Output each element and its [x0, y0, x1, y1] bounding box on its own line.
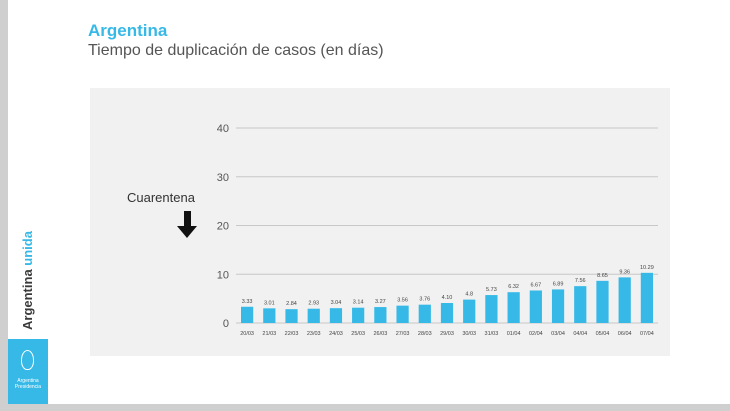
sidebar-brand-panel — [8, 212, 48, 339]
bar — [263, 308, 276, 323]
x-tick-label: 06/04 — [618, 331, 632, 337]
bar-value-label: 3.14 — [353, 300, 364, 306]
x-tick-label: 05/04 — [596, 331, 610, 337]
x-tick-label: 25/03 — [351, 331, 365, 337]
national-seal-icon — [21, 350, 34, 370]
bar — [440, 303, 454, 323]
presidency-logo-text: Argentina Presidencia — [8, 378, 48, 390]
slide-subtitle: Tiempo de duplicación de casos (en días) — [88, 42, 384, 59]
bar-value-label: 6.32 — [508, 284, 519, 290]
bar — [529, 290, 542, 323]
x-tick-label: 02/04 — [529, 331, 543, 337]
x-tick-label: 23/03 — [307, 331, 321, 337]
bar — [640, 272, 654, 323]
y-tick-label: 10 — [217, 269, 229, 281]
x-tick-label: 28/03 — [418, 331, 432, 337]
down-arrow-icon — [184, 211, 191, 227]
x-tick-label: 31/03 — [485, 331, 499, 337]
bar-value-label: 2.84 — [286, 301, 297, 307]
bar-value-label: 6.89 — [553, 281, 564, 287]
x-tick-label: 30/03 — [462, 331, 476, 337]
bar-value-label: 3.04 — [331, 300, 342, 306]
x-tick-label: 22/03 — [285, 331, 299, 337]
logo-line-1: Argentina — [17, 378, 39, 384]
bar — [329, 308, 343, 323]
bar — [396, 305, 409, 323]
y-tick-label: 30 — [217, 172, 229, 184]
bar-value-label: 8.65 — [597, 273, 608, 279]
logo-line-2: Presidencia — [14, 384, 42, 390]
y-tick-label: 0 — [223, 318, 229, 330]
bar — [307, 308, 320, 323]
bar — [352, 307, 365, 323]
bar — [551, 289, 565, 323]
x-tick-label: 21/03 — [262, 331, 276, 337]
x-tick-label: 04/04 — [573, 331, 587, 337]
bar-value-label: 5.73 — [486, 287, 497, 293]
x-tick-label: 24/03 — [329, 331, 343, 337]
bar-value-label: 3.27 — [375, 299, 386, 305]
y-tick-label: 20 — [217, 221, 229, 233]
bar — [418, 304, 431, 323]
bar — [285, 309, 298, 323]
slide-title: Argentina — [88, 21, 168, 40]
bar-value-label: 4.10 — [442, 295, 453, 301]
bottom-edge-bar — [0, 404, 730, 411]
bar — [596, 280, 609, 323]
bar — [507, 292, 520, 323]
bar-value-label: 6.67 — [530, 282, 541, 288]
left-edge-bar — [0, 0, 8, 411]
bar — [463, 299, 476, 323]
quarantine-annotation: Cuarentena — [127, 190, 195, 205]
bar-value-label: 3.01 — [264, 300, 275, 306]
down-arrow-head-icon — [177, 226, 197, 238]
bar-value-label: 3.56 — [397, 298, 408, 304]
x-tick-label: 29/03 — [440, 331, 454, 337]
bar — [240, 306, 254, 323]
x-tick-label: 20/03 — [240, 331, 254, 337]
bar-value-label: 3.33 — [242, 299, 253, 305]
x-tick-label: 03/04 — [551, 331, 565, 337]
bar-value-label: 2.93 — [308, 301, 319, 307]
x-tick-label: 27/03 — [396, 331, 410, 337]
x-tick-label: 26/03 — [373, 331, 387, 337]
bar-value-label: 9.36 — [619, 269, 630, 275]
bar-value-label: 10.29 — [640, 265, 654, 271]
x-tick-label: 01/04 — [507, 331, 521, 337]
bar-value-label: 7.56 — [575, 278, 586, 284]
bar — [574, 286, 587, 323]
bar — [485, 295, 498, 323]
bar — [374, 307, 387, 323]
x-tick-label: 07/04 — [640, 331, 654, 337]
bar-value-label: 4.8 — [465, 292, 473, 298]
bar — [618, 277, 631, 323]
bar-value-label: 3.76 — [419, 297, 430, 303]
y-tick-label: 40 — [217, 123, 229, 135]
